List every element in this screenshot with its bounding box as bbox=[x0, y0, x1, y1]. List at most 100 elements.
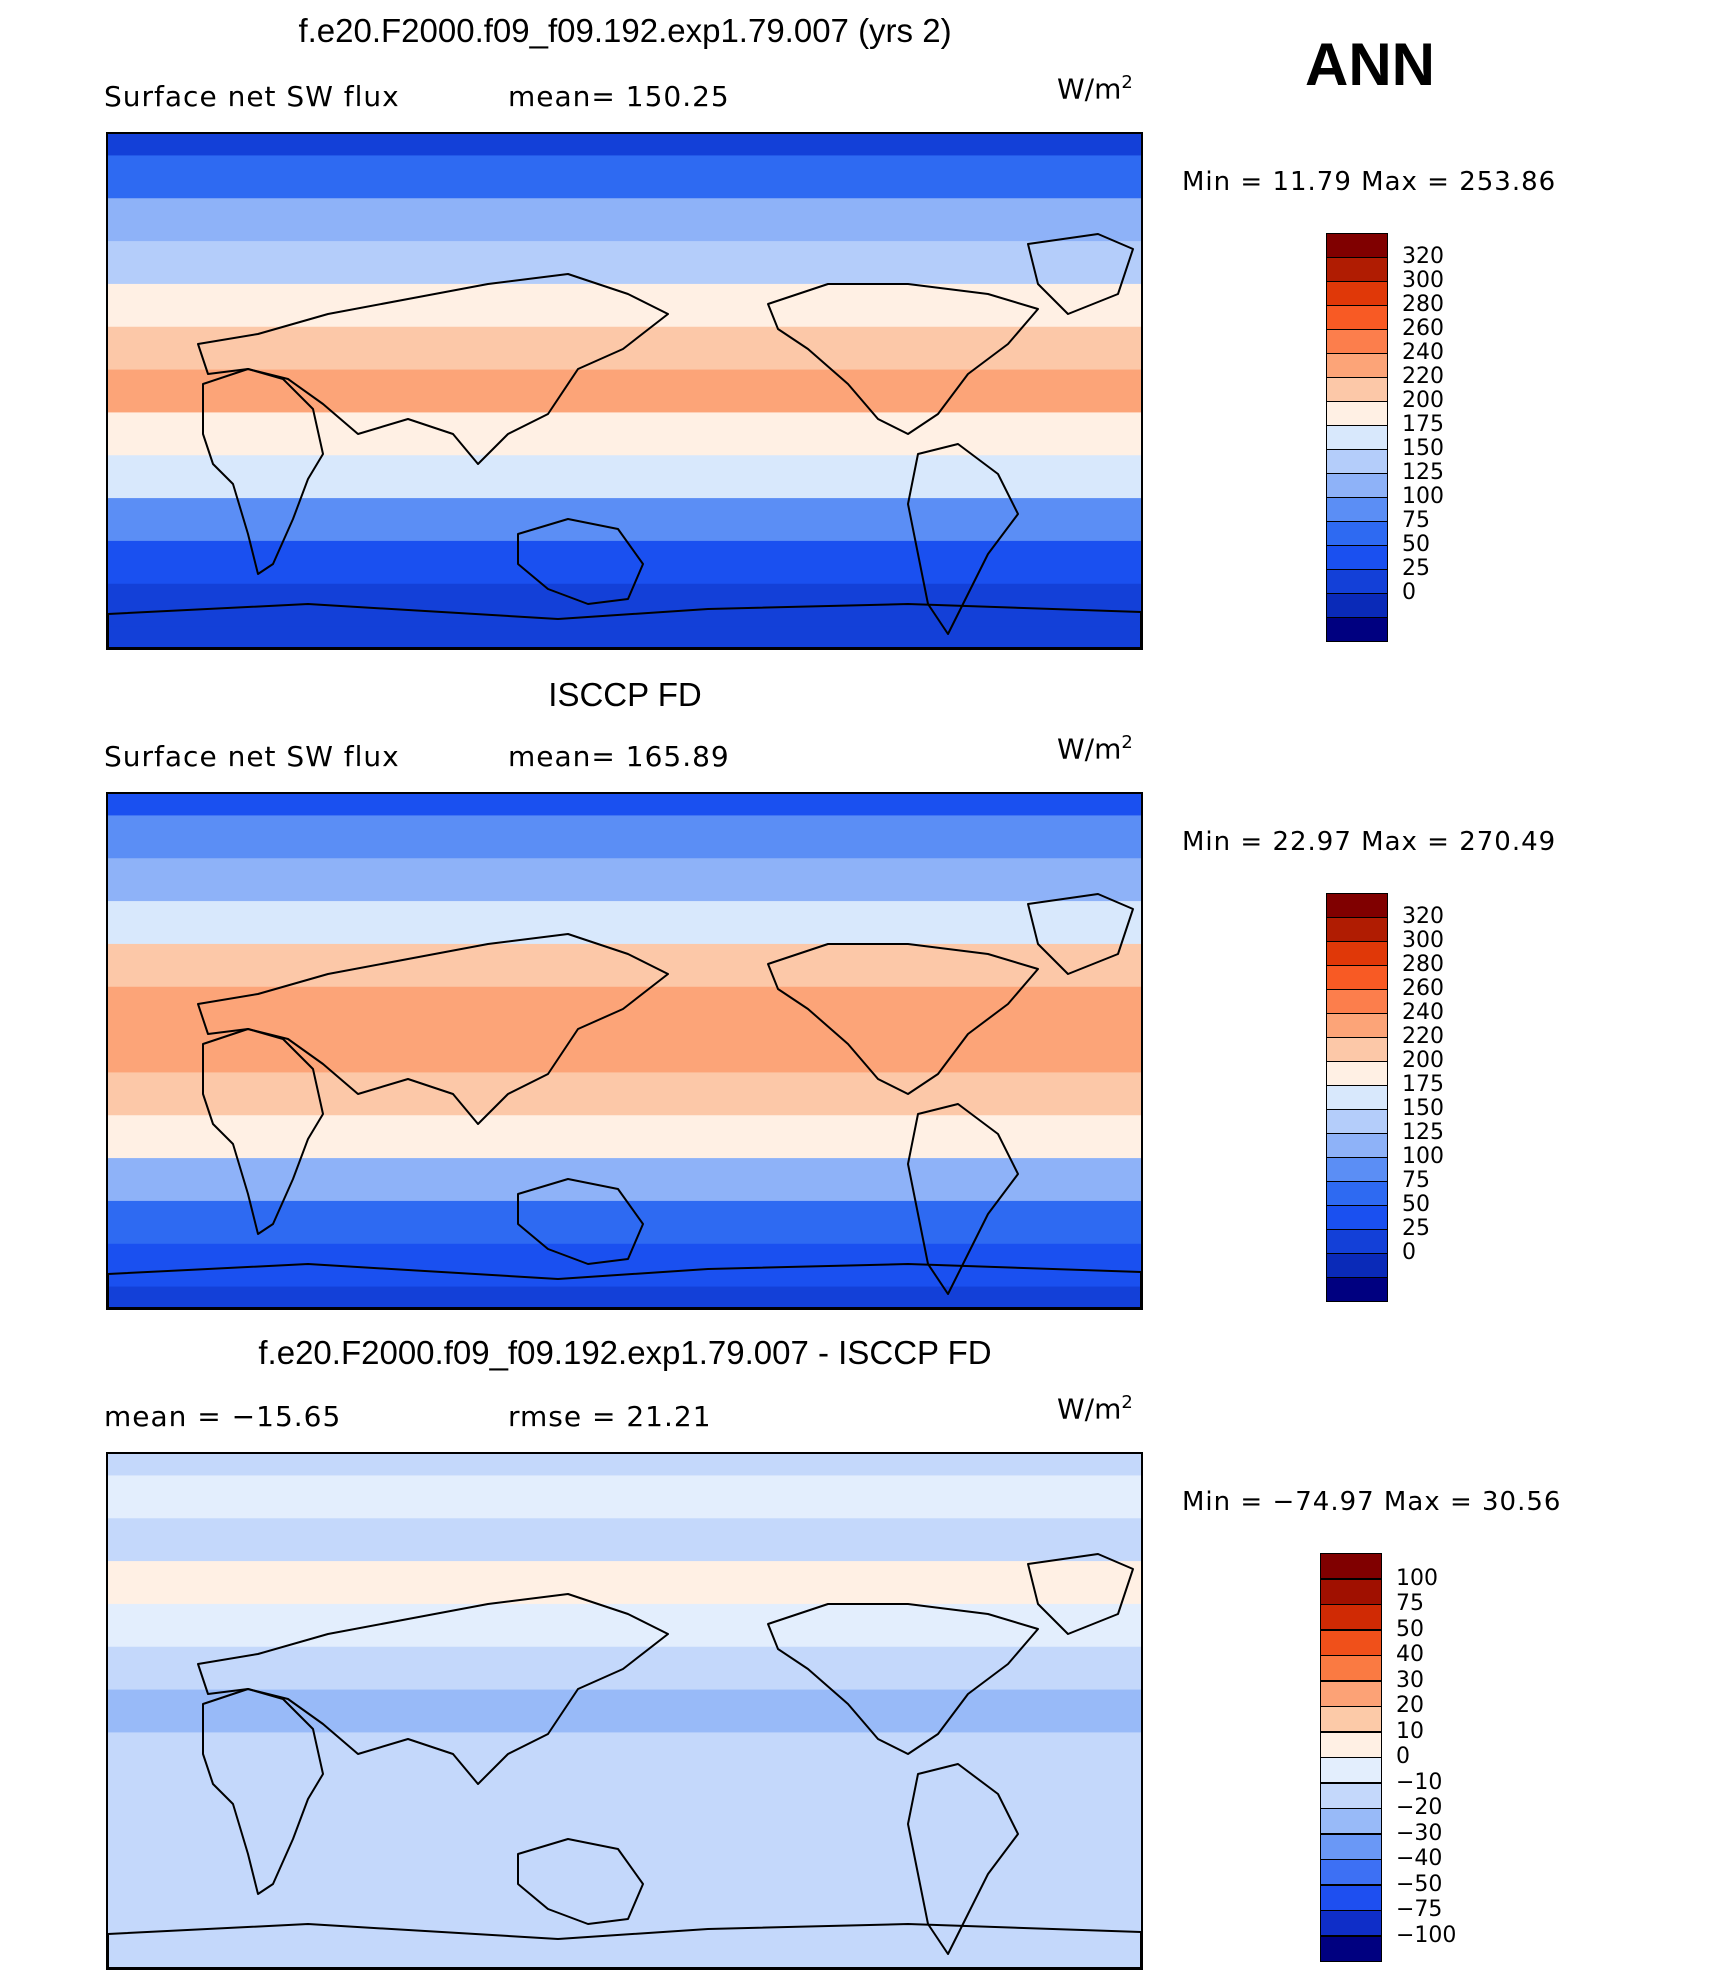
coastline bbox=[1027, 233, 1134, 315]
colorbar-tick-label: 0 bbox=[1402, 580, 1416, 605]
panel3-title: f.e20.F2000.f09_f09.192.exp1.79.007 - IS… bbox=[258, 1334, 992, 1371]
colorbar-tick-label: 150 bbox=[1402, 1096, 1444, 1121]
coastline bbox=[767, 283, 1039, 435]
panel2-title: ISCCP FD bbox=[548, 676, 702, 713]
colorbar-tick-label: 50 bbox=[1402, 1192, 1430, 1217]
zonal-band bbox=[108, 1732, 1141, 1777]
panel1-units: W/m2 bbox=[1057, 72, 1133, 106]
colorbar-tick-label: −40 bbox=[1396, 1846, 1443, 1871]
colorbar-tick-label: 100 bbox=[1396, 1565, 1438, 1591]
colorbar-swatch bbox=[1326, 353, 1388, 378]
zonal-band bbox=[108, 1454, 1141, 1477]
panel1-title: f.e20.F2000.f09_f09.192.exp1.79.007 (yrs… bbox=[298, 12, 952, 49]
colorbar-tick-label: 240 bbox=[1402, 1000, 1444, 1025]
colorbar-tick-label: 75 bbox=[1396, 1591, 1424, 1616]
colorbar-tick-label: 125 bbox=[1402, 1120, 1444, 1145]
colorbar-tick-label: 200 bbox=[1402, 388, 1444, 413]
coastline bbox=[767, 943, 1039, 1095]
coastline bbox=[767, 1603, 1039, 1755]
colorbar-tick-label: 320 bbox=[1402, 244, 1444, 269]
colorbar-tick-label: 50 bbox=[1396, 1616, 1424, 1642]
zonal-band bbox=[108, 1689, 1141, 1734]
coastline bbox=[907, 1103, 1019, 1295]
colorbar-swatch bbox=[1326, 1229, 1388, 1254]
colorbar-tick-label: −50 bbox=[1396, 1871, 1443, 1897]
panel3-map bbox=[106, 1452, 1143, 1970]
colorbar-swatch bbox=[1326, 617, 1388, 642]
panel1-mean-label: mean= 150.25 bbox=[508, 80, 730, 113]
colorbar-tick-label: −10 bbox=[1396, 1769, 1443, 1795]
colorbar-tick-label: −20 bbox=[1396, 1795, 1443, 1820]
zonal-band bbox=[108, 369, 1141, 414]
colorbar-swatch bbox=[1320, 1833, 1382, 1860]
colorbar-swatch bbox=[1326, 1037, 1388, 1062]
coastline bbox=[1027, 893, 1134, 975]
colorbar-swatch bbox=[1326, 593, 1388, 618]
zonal-band bbox=[108, 498, 1141, 542]
colorbar-swatch bbox=[1326, 1013, 1388, 1038]
colorbar-tick-label: 220 bbox=[1402, 364, 1444, 389]
colorbar-swatch bbox=[1326, 257, 1388, 282]
panel2-units: W/m2 bbox=[1057, 732, 1133, 766]
season-label: ANN bbox=[1305, 31, 1435, 98]
colorbar-tick-label: 260 bbox=[1402, 316, 1444, 341]
colorbar-swatch bbox=[1326, 473, 1388, 498]
coastline bbox=[907, 1763, 1019, 1955]
zonal-band bbox=[108, 1860, 1141, 1905]
coastline bbox=[202, 368, 324, 575]
zonal-band bbox=[108, 1818, 1141, 1862]
zonal-band bbox=[108, 1286, 1141, 1308]
panel1-variable-label: Surface net SW flux bbox=[104, 80, 400, 113]
coastline bbox=[202, 1028, 324, 1235]
colorbar-tick-label: 280 bbox=[1402, 292, 1444, 317]
colorbar-swatch bbox=[1320, 1910, 1382, 1936]
colorbar-swatch bbox=[1320, 1706, 1382, 1732]
colorbar-swatch bbox=[1326, 1253, 1388, 1278]
colorbar-swatch bbox=[1326, 1181, 1388, 1206]
colorbar-tick-label: 40 bbox=[1396, 1642, 1424, 1667]
zonal-band bbox=[108, 198, 1141, 243]
colorbar-swatch bbox=[1326, 917, 1388, 942]
colorbar-swatch bbox=[1326, 965, 1388, 990]
coastline bbox=[108, 1263, 1141, 1308]
colorbar-swatch bbox=[1326, 329, 1388, 354]
coastline bbox=[1027, 1553, 1134, 1635]
colorbar-swatch bbox=[1320, 1629, 1382, 1656]
coastline bbox=[907, 443, 1019, 635]
coastline bbox=[517, 1178, 644, 1265]
colorbar-swatch bbox=[1320, 1757, 1382, 1783]
colorbar-swatch bbox=[1320, 1808, 1382, 1834]
coastline bbox=[202, 1688, 324, 1895]
colorbar-tick-label: 75 bbox=[1402, 508, 1430, 533]
colorbar-tick-label: 240 bbox=[1402, 340, 1444, 365]
coastline bbox=[517, 518, 644, 605]
colorbar-swatch bbox=[1326, 377, 1388, 402]
panel3-rmse-label: rmse = 21.21 bbox=[508, 1400, 712, 1433]
coastline bbox=[197, 1593, 669, 1785]
colorbar-swatch bbox=[1326, 569, 1388, 594]
zonal-band bbox=[108, 815, 1141, 860]
colorbar-swatch bbox=[1320, 1782, 1382, 1809]
colorbar-tick-label: 320 bbox=[1402, 904, 1444, 929]
colorbar-tick-label: 125 bbox=[1402, 460, 1444, 485]
zonal-band bbox=[108, 241, 1141, 285]
zonal-band bbox=[108, 412, 1141, 457]
colorbar-swatch bbox=[1326, 401, 1388, 426]
colorbar-swatch bbox=[1320, 1604, 1382, 1630]
panel3-units: W/m2 bbox=[1057, 1392, 1133, 1426]
zonal-band bbox=[108, 540, 1141, 585]
colorbar-tick-label: 25 bbox=[1402, 1216, 1430, 1241]
colorbar-swatch bbox=[1326, 989, 1388, 1014]
panel2-minmax: Min = 22.97 Max = 270.49 bbox=[1182, 827, 1557, 857]
colorbar-swatch bbox=[1320, 1553, 1382, 1579]
panel2-map bbox=[106, 792, 1143, 1310]
zonal-band bbox=[108, 1518, 1141, 1563]
colorbar-swatch bbox=[1326, 425, 1388, 450]
colorbar-swatch bbox=[1326, 281, 1388, 306]
coastline bbox=[108, 603, 1141, 648]
colorbar-swatch bbox=[1326, 941, 1388, 966]
panel3-minmax: Min = −74.97 Max = 30.56 bbox=[1182, 1487, 1562, 1517]
zonal-band bbox=[108, 155, 1141, 200]
colorbar-swatch bbox=[1320, 1578, 1382, 1605]
colorbar-tick-label: −30 bbox=[1396, 1820, 1443, 1846]
